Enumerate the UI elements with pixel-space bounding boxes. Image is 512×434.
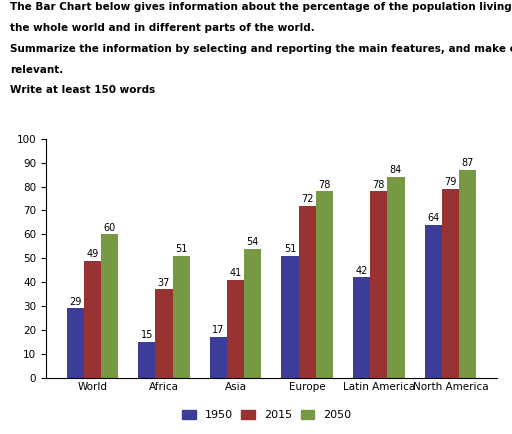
Bar — [84, 260, 101, 378]
Bar — [442, 189, 459, 378]
Bar — [298, 206, 316, 378]
Text: 54: 54 — [247, 237, 259, 247]
Text: relevant.: relevant. — [10, 65, 63, 75]
Bar — [316, 191, 333, 378]
Text: 41: 41 — [229, 268, 242, 278]
Bar — [424, 225, 442, 378]
Text: 72: 72 — [301, 194, 313, 204]
Text: 60: 60 — [103, 223, 116, 233]
Text: 78: 78 — [373, 180, 385, 190]
Text: 79: 79 — [444, 178, 457, 187]
Text: 51: 51 — [175, 244, 187, 254]
Text: 17: 17 — [212, 326, 225, 335]
Bar — [138, 342, 155, 378]
Bar — [155, 289, 173, 378]
Bar — [227, 279, 244, 378]
Text: 37: 37 — [158, 278, 170, 288]
Text: 64: 64 — [427, 213, 439, 223]
Bar — [459, 170, 476, 378]
Text: 42: 42 — [355, 266, 368, 276]
Text: Summarize the information by selecting and reporting the main features, and make: Summarize the information by selecting a… — [10, 44, 512, 54]
Bar — [244, 249, 261, 378]
Text: 15: 15 — [141, 330, 153, 340]
Bar — [101, 234, 118, 378]
Text: 49: 49 — [86, 249, 98, 259]
Text: 78: 78 — [318, 180, 331, 190]
Bar — [282, 256, 298, 378]
Text: 51: 51 — [284, 244, 296, 254]
Text: 29: 29 — [69, 297, 81, 307]
Text: The Bar Chart below gives information about the percentage of the population liv: The Bar Chart below gives information ab… — [10, 2, 512, 12]
Bar — [67, 308, 84, 378]
Bar — [210, 337, 227, 378]
Bar — [388, 177, 404, 378]
Text: the whole world and in different parts of the world.: the whole world and in different parts o… — [10, 23, 315, 33]
Text: 87: 87 — [461, 158, 474, 168]
Text: 84: 84 — [390, 165, 402, 175]
Text: Write at least 150 words: Write at least 150 words — [10, 85, 156, 95]
Bar — [370, 191, 388, 378]
Bar — [353, 277, 370, 378]
Bar — [173, 256, 190, 378]
Legend: 1950, 2015, 2050: 1950, 2015, 2050 — [178, 405, 355, 424]
